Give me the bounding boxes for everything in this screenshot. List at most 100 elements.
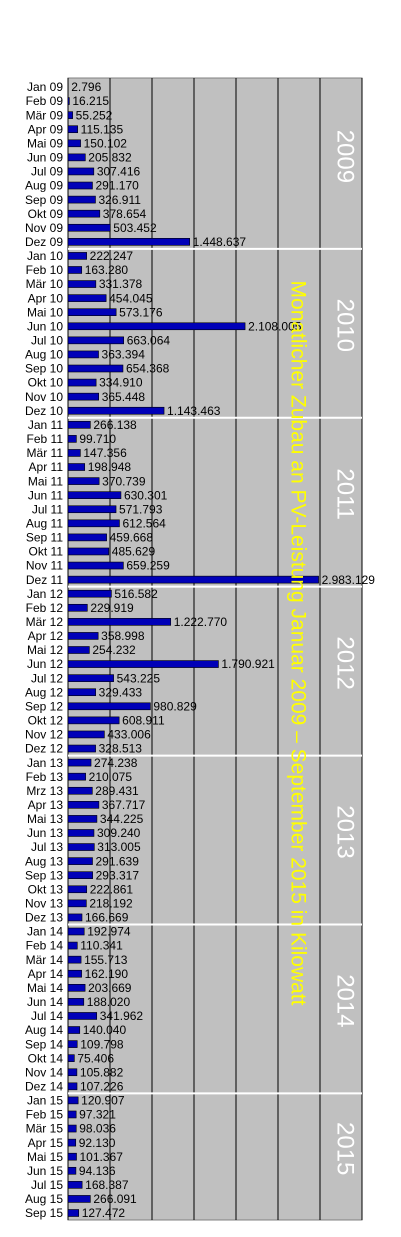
value-label: 127.472 bbox=[82, 1206, 126, 1220]
category-label: Sep 15 bbox=[25, 1206, 63, 1220]
year-label: 2014 bbox=[332, 974, 359, 1027]
value-label: 266.138 bbox=[93, 418, 137, 432]
category-label: Nov 11 bbox=[26, 559, 63, 573]
value-label: 326.911 bbox=[98, 193, 141, 207]
category-label: Mai 09 bbox=[27, 136, 63, 150]
category-label: Jan 11 bbox=[28, 418, 63, 432]
category-label: Feb 12 bbox=[26, 601, 64, 615]
year-label: 2011 bbox=[332, 468, 359, 520]
category-label: Mär 12 bbox=[26, 615, 64, 629]
value-label: 293.317 bbox=[96, 868, 140, 882]
category-label: Jul 14 bbox=[31, 1009, 63, 1023]
category-label: Nov 12 bbox=[25, 728, 63, 742]
category-label: Okt 09 bbox=[28, 207, 64, 221]
category-label: Mai 10 bbox=[27, 305, 63, 319]
value-label: 107.226 bbox=[80, 1079, 124, 1093]
bar bbox=[67, 801, 100, 809]
value-label: 608.911 bbox=[122, 714, 165, 728]
bar bbox=[67, 322, 246, 331]
category-label: Apr 15 bbox=[28, 1136, 64, 1150]
category-label: Feb 10 bbox=[26, 263, 64, 277]
value-label: 166.669 bbox=[85, 911, 129, 925]
value-label: 454.045 bbox=[109, 291, 153, 305]
value-label: 289.431 bbox=[95, 784, 139, 798]
category-label: Feb 15 bbox=[26, 1108, 64, 1122]
category-label: Okt 13 bbox=[28, 882, 64, 896]
category-label: Apr 14 bbox=[28, 967, 64, 981]
bar bbox=[67, 969, 82, 978]
bar bbox=[67, 955, 82, 964]
bar bbox=[67, 167, 95, 176]
value-label: 75.406 bbox=[77, 1051, 114, 1065]
bar bbox=[67, 758, 92, 767]
value-label: 516.582 bbox=[114, 587, 158, 601]
bar bbox=[67, 899, 87, 908]
category-label: Jan 12 bbox=[27, 587, 63, 601]
value-label: 115.135 bbox=[81, 122, 124, 136]
bar bbox=[67, 519, 120, 528]
value-label: 2.108.005 bbox=[248, 319, 302, 333]
category-label: Dez 10 bbox=[25, 404, 63, 418]
bar bbox=[67, 941, 78, 950]
chart-title: Monatlicher Zubau an PV-Leistung Januar … bbox=[286, 281, 309, 1006]
category-label: Nov 14 bbox=[25, 1065, 63, 1079]
bar bbox=[67, 716, 120, 725]
category-label: Jul 09 bbox=[31, 165, 63, 179]
bar bbox=[67, 280, 97, 288]
bar bbox=[67, 463, 86, 471]
category-label: Mai 14 bbox=[27, 981, 63, 995]
value-label: 365.448 bbox=[102, 390, 146, 404]
bar bbox=[67, 688, 96, 697]
value-label: 168.387 bbox=[85, 1178, 129, 1192]
value-label: 94.136 bbox=[79, 1164, 116, 1178]
category-label: Nov 10 bbox=[25, 390, 63, 404]
bar bbox=[67, 885, 88, 894]
bar bbox=[67, 477, 100, 485]
value-label: 1.790.921 bbox=[221, 657, 275, 671]
bar bbox=[67, 435, 77, 443]
category-label: Jul 12 bbox=[31, 671, 63, 685]
category-label: Sep 10 bbox=[25, 362, 63, 376]
bar bbox=[67, 983, 86, 992]
value-label: 367.717 bbox=[102, 798, 146, 812]
bar bbox=[67, 125, 78, 134]
bar bbox=[67, 561, 124, 570]
category-label: Mai 11 bbox=[28, 474, 63, 488]
bar bbox=[67, 927, 85, 936]
value-label: 459.668 bbox=[110, 531, 154, 545]
category-label: Aug 09 bbox=[25, 179, 63, 193]
bar bbox=[67, 266, 83, 274]
bar bbox=[67, 632, 99, 640]
bar bbox=[67, 702, 151, 711]
bar bbox=[67, 1054, 75, 1062]
year-label: 2015 bbox=[332, 1122, 359, 1175]
bar bbox=[67, 1040, 78, 1048]
value-label: 120.907 bbox=[81, 1094, 125, 1108]
category-label: Dez 12 bbox=[25, 742, 63, 756]
bar bbox=[67, 575, 319, 584]
category-label: Mär 09 bbox=[26, 108, 64, 122]
category-label: Jun 14 bbox=[27, 995, 63, 1009]
bar bbox=[67, 913, 83, 922]
category-label: Dez 14 bbox=[25, 1079, 63, 1093]
value-label: 370.739 bbox=[102, 474, 146, 488]
category-label: Nov 09 bbox=[25, 221, 63, 235]
value-label: 630.301 bbox=[124, 488, 168, 502]
value-label: 205.832 bbox=[88, 151, 132, 165]
value-label: 2.983.129 bbox=[322, 573, 376, 587]
value-label: 162.190 bbox=[85, 967, 129, 981]
bar bbox=[67, 1209, 80, 1217]
bar bbox=[67, 660, 219, 668]
bar bbox=[67, 1026, 81, 1034]
value-label: 331.378 bbox=[99, 277, 143, 291]
value-label: 210.075 bbox=[89, 770, 133, 784]
category-label: Aug 13 bbox=[25, 854, 63, 868]
value-label: 485.629 bbox=[112, 545, 156, 559]
value-label: 140.040 bbox=[83, 1023, 127, 1037]
value-label: 55.252 bbox=[76, 108, 113, 122]
category-label: Jul 10 bbox=[31, 334, 63, 348]
value-label: 254.232 bbox=[92, 643, 136, 657]
bar bbox=[67, 786, 93, 795]
value-label: 97.321 bbox=[79, 1108, 116, 1122]
category-label: Jan 10 bbox=[27, 249, 63, 263]
